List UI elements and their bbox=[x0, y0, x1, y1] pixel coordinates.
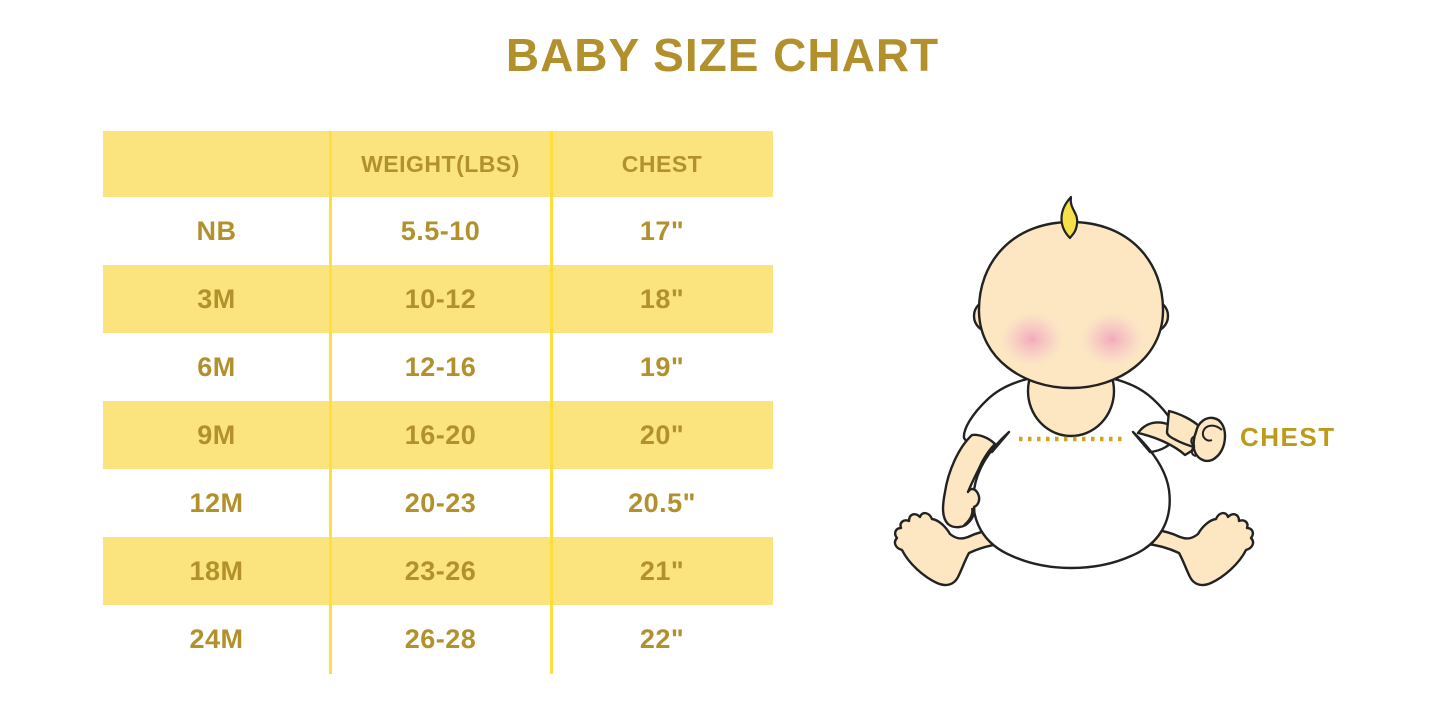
weight-cell: 10-12 bbox=[404, 284, 477, 314]
column-divider-2 bbox=[550, 131, 553, 674]
baby-left-arm bbox=[941, 433, 997, 529]
table-row-12m: 12M 20-23 20.5" bbox=[103, 469, 773, 537]
baby-head bbox=[977, 220, 1165, 390]
column-divider-1 bbox=[329, 131, 332, 674]
table-row-6m: 6M 12-16 19" bbox=[103, 333, 773, 401]
header-cell-chest: CHEST bbox=[621, 151, 703, 177]
chest-cell: 20.5" bbox=[628, 488, 696, 518]
chest-cell: 20" bbox=[639, 420, 685, 450]
weight-cell: 20-23 bbox=[404, 488, 477, 518]
weight-cell: 12-16 bbox=[404, 352, 477, 382]
chest-cell: 22" bbox=[639, 624, 685, 654]
size-table: WEIGHT(LBS) CHEST NB 5.5-10 17" 3M 10-12… bbox=[103, 131, 773, 674]
size-cell: NB bbox=[196, 216, 237, 246]
size-cell: 9M bbox=[197, 420, 236, 450]
table-row-24m: 24M 26-28 22" bbox=[103, 605, 773, 673]
chest-cell: 18" bbox=[639, 284, 685, 314]
baby-right-fist bbox=[1192, 416, 1227, 463]
header-cell-size bbox=[103, 131, 330, 197]
baby-illustration bbox=[893, 195, 1255, 587]
table-row-3m: 3M 10-12 18" bbox=[103, 265, 773, 333]
page-title: BABY SIZE CHART bbox=[505, 29, 940, 81]
baby-left-hand-finger-line bbox=[963, 507, 974, 526]
chest-measurement-label: CHEST bbox=[1240, 422, 1336, 452]
baby-right-blush bbox=[1080, 312, 1144, 366]
weight-cell: 23-26 bbox=[404, 556, 477, 586]
baby-hair-curl bbox=[1060, 195, 1079, 240]
size-cell: 12M bbox=[189, 488, 244, 518]
weight-cell: 16-20 bbox=[404, 420, 477, 450]
baby-left-blush bbox=[1000, 312, 1064, 366]
chest-cell: 17" bbox=[639, 216, 685, 246]
size-cell: 3M bbox=[197, 284, 236, 314]
weight-cell: 26-28 bbox=[404, 624, 477, 654]
header-cell-weight: WEIGHT(LBS) bbox=[361, 151, 520, 177]
chest-cell: 19" bbox=[639, 352, 685, 382]
size-cell: 18M bbox=[189, 556, 244, 586]
chest-cell: 21" bbox=[639, 556, 685, 586]
table-row-18m: 18M 23-26 21" bbox=[103, 537, 773, 605]
weight-cell: 5.5-10 bbox=[400, 216, 481, 246]
table-header-row: WEIGHT(LBS) CHEST bbox=[103, 131, 773, 197]
table-row-9m: 9M 16-20 20" bbox=[103, 401, 773, 469]
size-cell: 6M bbox=[197, 352, 236, 382]
baby-knuckle-lines bbox=[1190, 435, 1197, 457]
table-row-nb: NB 5.5-10 17" bbox=[103, 197, 773, 265]
baby-thumb-curl-line bbox=[1201, 424, 1223, 442]
size-cell: 24M bbox=[189, 624, 244, 654]
